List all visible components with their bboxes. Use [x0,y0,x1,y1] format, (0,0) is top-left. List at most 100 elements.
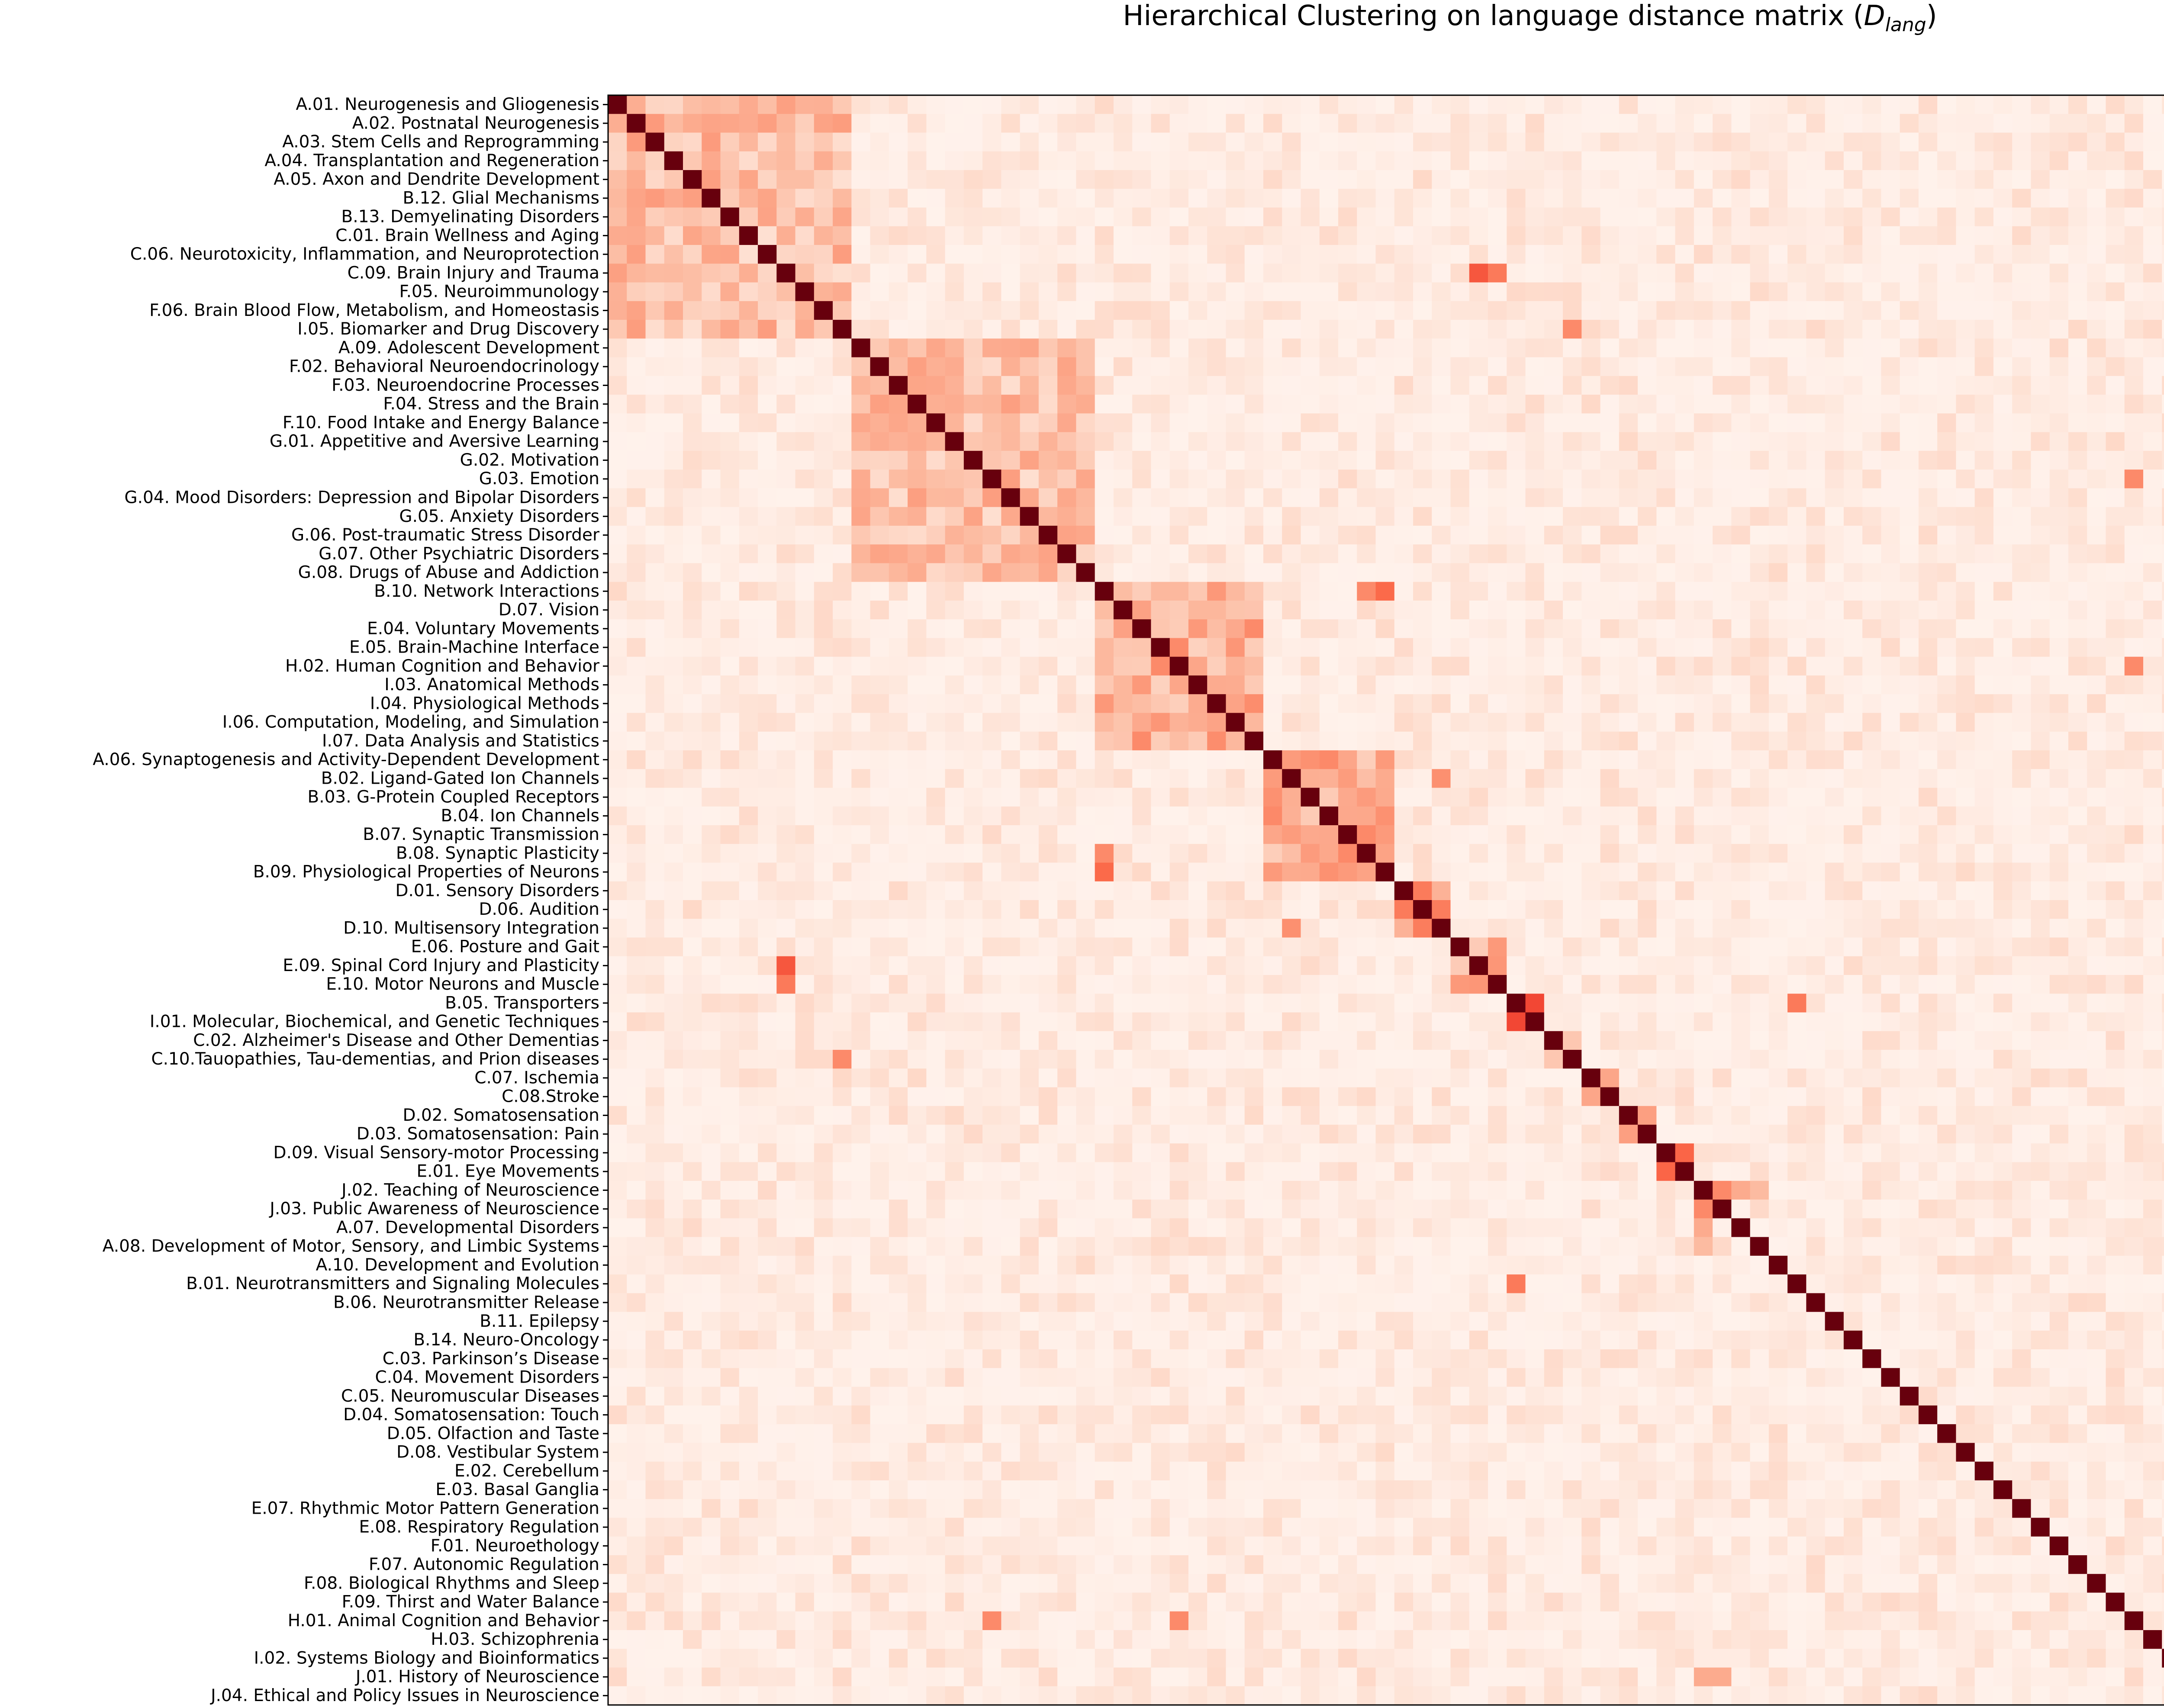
heatmap-cell [1900,1162,1919,1181]
heatmap-cell [1881,264,1900,283]
heatmap-cell [1974,862,1994,882]
heatmap-cell [1132,1125,1152,1144]
heatmap-cell [720,788,740,807]
heatmap-cell [1731,338,1751,358]
heatmap-cell [908,151,927,170]
heatmap-cell [1581,151,1601,170]
heatmap-cell [1338,507,1357,526]
heatmap-cell [2068,900,2087,919]
heatmap-cell [1151,245,1170,264]
heatmap-cell [1301,544,1320,563]
heatmap-cell [1488,488,1507,508]
heatmap-cell [1375,320,1395,339]
heatmap-cell [1038,862,1058,882]
heatmap-cell [1787,488,1807,508]
heatmap-cell [720,132,740,152]
heatmap-cell [1095,713,1114,732]
heatmap-cell [1057,338,1076,358]
heatmap-cell [1357,862,1376,882]
heatmap-cell [739,994,758,1013]
heatmap-cell [2143,1125,2162,1144]
heatmap-cell [1076,825,1095,844]
heatmap-cell [1188,862,1208,882]
heatmap-cell [1038,432,1058,451]
heatmap-cell [683,713,702,732]
heatmap-cell [1993,320,2013,339]
heatmap-cell [1450,151,1470,170]
heatmap-cell [2087,1050,2106,1069]
heatmap-cell [1151,207,1170,227]
heatmap-cell [1825,731,1844,751]
heatmap-cell [982,600,1001,620]
heatmap-cell [2143,413,2162,433]
heatmap-cell [908,656,927,676]
heatmap-cell [1768,694,1788,714]
heatmap-cell [1057,245,1076,264]
heatmap-cell [945,844,964,863]
heatmap-cell [1301,1068,1320,1088]
heatmap-cell [1338,301,1357,320]
heatmap-cell [2068,1031,2087,1050]
heatmap-cell [982,264,1001,283]
heatmap-cell [1394,1068,1414,1088]
heatmap-cell [982,301,1001,320]
heatmap-cell [1001,376,1021,395]
heatmap-cell [1713,1106,1732,1125]
heatmap-cell [1525,226,1545,245]
heatmap-cell [2068,450,2087,470]
heatmap-cell [2068,282,2087,302]
heatmap-cell [1694,207,1713,227]
heatmap-cell [851,844,871,863]
heatmap-cell [645,525,665,545]
heatmap-cell [1675,638,1694,657]
heatmap-cell [1207,376,1227,395]
heatmap-cell [1282,862,1301,882]
heatmap-cell [1169,376,1189,395]
heatmap-cell [2031,282,2050,302]
heatmap-cell [2162,788,2164,807]
heatmap-cell [1918,956,1938,975]
heatmap-cell [2049,1087,2069,1107]
heatmap-cell [1375,600,1395,620]
heatmap-cell [982,619,1001,639]
heatmap-cell [1563,207,1582,227]
heatmap-cell [1263,788,1282,807]
heatmap-cell [1169,114,1189,133]
heatmap-cell [1020,994,1039,1013]
heatmap-cell [1375,563,1395,582]
heatmap-cell [1806,413,1826,433]
heatmap-cell [926,750,946,769]
heatmap-cell [776,1012,796,1032]
heatmap-cell [982,1125,1001,1144]
heatmap-cell [627,1012,646,1032]
heatmap-cell [1750,1068,1769,1088]
heatmap-cell [1937,488,1957,508]
heatmap-cell [795,994,815,1013]
heatmap-cell [2012,544,2032,563]
heatmap-cell [1338,956,1357,975]
heatmap-cell [1319,525,1339,545]
heatmap-cell [1525,151,1545,170]
heatmap-cell [795,1143,815,1163]
heatmap-cell [1525,788,1545,807]
heatmap-cell [2087,656,2106,676]
heatmap-cell [776,245,796,264]
heatmap-cell [702,1162,721,1181]
heatmap-cell [1057,1012,1076,1032]
heatmap-cell [1956,1012,1975,1032]
heatmap-cell [926,713,946,732]
heatmap-cell [720,994,740,1013]
heatmap-cell [1076,114,1095,133]
heatmap-cell [1713,656,1732,676]
heatmap-cell [851,1050,871,1069]
heatmap-cell [2049,731,2069,751]
heatmap-cell [870,675,889,695]
heatmap-cell [1450,264,1470,283]
heatmap-cell [739,450,758,470]
heatmap-cell [1076,582,1095,601]
heatmap-cell [1563,900,1582,919]
heatmap-cell [720,207,740,227]
heatmap-cell [627,301,646,320]
heatmap-cell [1488,95,1507,114]
heatmap-cell [1432,245,1451,264]
